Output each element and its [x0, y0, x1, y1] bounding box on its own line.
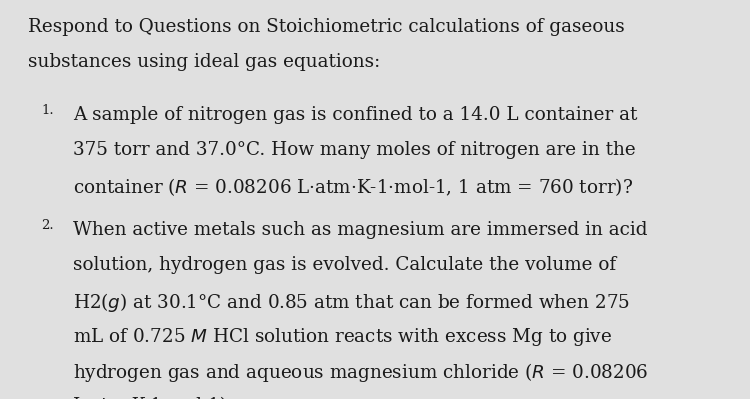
Text: A sample of nitrogen gas is confined to a 14.0 L container at: A sample of nitrogen gas is confined to … [73, 106, 637, 124]
Text: solution, hydrogen gas is evolved. Calculate the volume of: solution, hydrogen gas is evolved. Calcu… [73, 256, 616, 274]
Text: When active metals such as magnesium are immersed in acid: When active metals such as magnesium are… [73, 221, 647, 239]
Text: mL of 0.725 $M$ HCl solution reacts with excess Mg to give: mL of 0.725 $M$ HCl solution reacts with… [73, 326, 612, 348]
Text: 375 torr and 37.0°C. How many moles of nitrogen are in the: 375 torr and 37.0°C. How many moles of n… [73, 141, 635, 159]
Text: H2($g$) at 30.1°C and 0.85 atm that can be formed when 275: H2($g$) at 30.1°C and 0.85 atm that can … [73, 291, 630, 314]
Text: L·atm·K-1·mol-1).: L·atm·K-1·mol-1). [73, 397, 234, 399]
Text: Respond to Questions on Stoichiometric calculations of gaseous: Respond to Questions on Stoichiometric c… [28, 18, 626, 36]
Text: hydrogen gas and aqueous magnesium chloride ($R$ = 0.08206: hydrogen gas and aqueous magnesium chlor… [73, 361, 648, 385]
Text: 2.: 2. [41, 219, 54, 232]
Text: container ($R$ = 0.08206 L·atm·K-1·mol-1, 1 atm = 760 torr)?: container ($R$ = 0.08206 L·atm·K-1·mol-1… [73, 176, 633, 198]
Text: substances using ideal gas equations:: substances using ideal gas equations: [28, 53, 381, 71]
Text: 1.: 1. [41, 104, 54, 117]
